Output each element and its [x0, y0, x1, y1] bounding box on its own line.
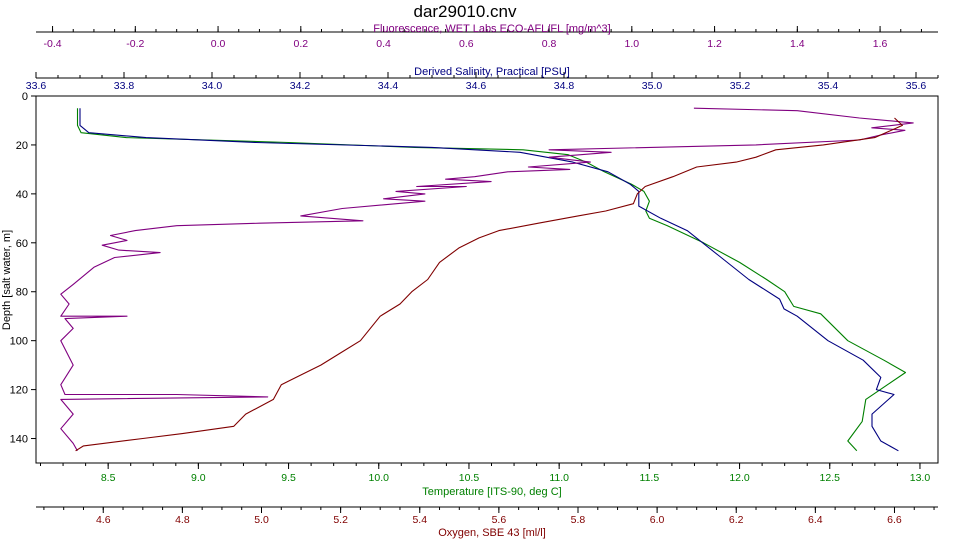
salinity-tick-label: 35.2 — [730, 80, 751, 92]
oxygen-series-line — [75, 117, 903, 452]
temperature-tick-label: 13.0 — [910, 472, 931, 484]
fluorescence-tick-label: 0.8 — [542, 38, 557, 50]
salinity-tick-label: 35.4 — [818, 80, 839, 92]
salinity-tick-label: 34.2 — [290, 80, 311, 92]
axes-layer: 0 20 40 60 80 100 120 140 -0.4 -0.2 0.0 0.2 0.4 0.6 0.… — [10, 23, 939, 539]
oxygen-tick-label: 5.6 — [492, 514, 507, 526]
fluorescence-tick-label: 1.6 — [873, 38, 888, 50]
chart-title: dar29010.cnv — [413, 2, 517, 21]
temperature-tick-label: 9.0 — [191, 472, 206, 484]
fluorescence-tick-label: -0.4 — [44, 38, 62, 50]
fluorescence-tick-label: -0.2 — [126, 38, 144, 50]
fluorescence-tick-label: 1.0 — [625, 38, 640, 50]
salinity-series-line — [79, 108, 899, 452]
fluorescence-tick-label: 0.0 — [211, 38, 226, 50]
y-tick-label: 0 — [22, 91, 28, 103]
fluorescence-axis-label: Fluorescence, WET Labs ECO-AFL/FL [mg/m^… — [373, 23, 610, 35]
y-tick-label: 40 — [16, 189, 28, 201]
oxygen-tick-label: 5.4 — [412, 514, 427, 526]
y-axis-label: Depth [salt water, m] — [1, 230, 13, 330]
plot-frame — [35, 95, 939, 464]
salinity-tick-label: 34.0 — [202, 80, 223, 92]
fluorescence-tick-label: 0.2 — [294, 38, 309, 50]
oxygen-tick-label: 6.6 — [887, 514, 902, 526]
fluorescence-series-line — [60, 107, 914, 452]
y-tick-label: 120 — [10, 385, 28, 397]
oxygen-tick-label: 6.2 — [729, 514, 744, 526]
salinity-tick-label: 34.4 — [378, 80, 399, 92]
temperature-tick-label: 9.5 — [281, 472, 296, 484]
fluorescence-tick-label: 0.4 — [376, 38, 391, 50]
oxygen-tick-label: 6.4 — [808, 514, 823, 526]
series-layer — [60, 107, 914, 452]
oxygen-tick-label: 5.8 — [571, 514, 586, 526]
temperature-tick-label: 12.5 — [820, 472, 841, 484]
oxygen-tick-label: 5.0 — [254, 514, 269, 526]
salinity-tick-label: 33.8 — [114, 80, 135, 92]
y-tick-label: 100 — [10, 336, 28, 348]
fluorescence-tick-label: 0.6 — [459, 38, 474, 50]
temperature-axis-label: Temperature [ITS-90, deg C] — [422, 486, 561, 498]
salinity-tick-label: 33.6 — [26, 80, 47, 92]
y-tick-label: 140 — [10, 434, 28, 446]
temperature-tick-label: 10.5 — [459, 472, 480, 484]
temperature-tick-label: 10.0 — [369, 472, 390, 484]
temperature-tick-label: 12.0 — [729, 472, 750, 484]
salinity-tick-label: 34.8 — [554, 80, 575, 92]
salinity-tick-label: 35.0 — [642, 80, 663, 92]
temperature-tick-label: 11.5 — [640, 472, 660, 484]
fluorescence-tick-label: 1.2 — [707, 38, 722, 50]
salinity-tick-label: 35.6 — [906, 80, 927, 92]
oxygen-axis-label: Oxygen, SBE 43 [ml/l] — [438, 527, 546, 539]
oxygen-tick-label: 4.8 — [175, 514, 190, 526]
y-tick-label: 80 — [16, 287, 28, 299]
y-tick-label: 20 — [16, 140, 28, 152]
salinity-axis-label: Derived Salinity, Practical [PSU] — [414, 66, 570, 78]
temperature-series-line — [76, 108, 907, 452]
oxygen-tick-label: 4.6 — [96, 514, 111, 526]
temperature-tick-label: 11.0 — [549, 472, 569, 484]
oxygen-tick-label: 6.0 — [650, 514, 665, 526]
salinity-tick-label: 34.6 — [466, 80, 487, 92]
temperature-tick-label: 8.5 — [101, 472, 116, 484]
oxygen-tick-label: 5.2 — [333, 514, 348, 526]
fluorescence-tick-label: 1.4 — [790, 38, 805, 50]
y-tick-label: 60 — [16, 238, 28, 250]
